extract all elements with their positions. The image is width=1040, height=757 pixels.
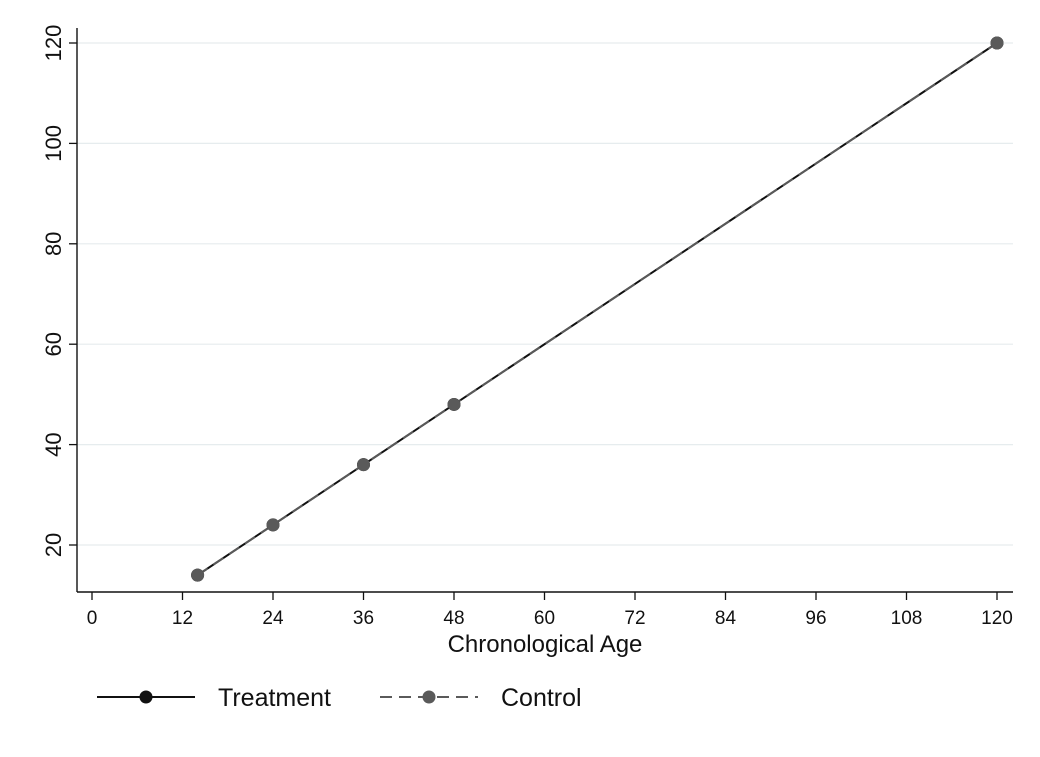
legend-control-label: Control	[501, 684, 582, 712]
x-tick-label-96: 96	[805, 608, 826, 629]
legend-item-control: Control	[380, 684, 582, 712]
point-control-1	[266, 518, 280, 532]
x-axis-label: Chronological Age	[448, 631, 643, 658]
legend-item-treatment: Treatment	[97, 684, 331, 712]
grid-lines	[77, 42, 1013, 546]
x-axis-ticks: 0 12 24 36 48 60 72 84 96 108 120	[87, 592, 1013, 629]
legend-control-marker	[422, 690, 436, 704]
legend: Treatment Control	[97, 684, 582, 712]
x-tick-label-72: 72	[624, 608, 645, 629]
y-tick-label-120: 120	[41, 25, 66, 62]
point-control-3	[447, 397, 461, 411]
y-axis-ticks: 20 40 60 80 100 120	[41, 25, 77, 557]
series-layer	[191, 36, 1004, 582]
x-tick-label-48: 48	[443, 608, 464, 629]
axes	[76, 28, 1013, 593]
legend-treatment-marker	[139, 690, 153, 704]
x-tick-label-24: 24	[262, 608, 284, 629]
point-control-4	[990, 36, 1004, 50]
x-tick-label-84: 84	[715, 608, 737, 629]
y-tick-label-80: 80	[41, 232, 66, 256]
y-tick-label-20: 20	[41, 533, 66, 557]
y-tick-label-60: 60	[41, 332, 66, 356]
legend-treatment-label: Treatment	[218, 684, 331, 712]
point-control-2	[357, 458, 370, 472]
x-tick-label-0: 0	[87, 608, 98, 629]
x-tick-label-12: 12	[172, 608, 193, 629]
y-tick-label-100: 100	[41, 125, 66, 162]
y-tick-label-40: 40	[41, 432, 66, 456]
x-tick-label-36: 36	[353, 608, 374, 629]
point-control-0	[191, 568, 205, 582]
x-tick-label-60: 60	[534, 608, 555, 629]
x-tick-label-120: 120	[981, 608, 1013, 629]
x-tick-label-108: 108	[891, 608, 923, 629]
